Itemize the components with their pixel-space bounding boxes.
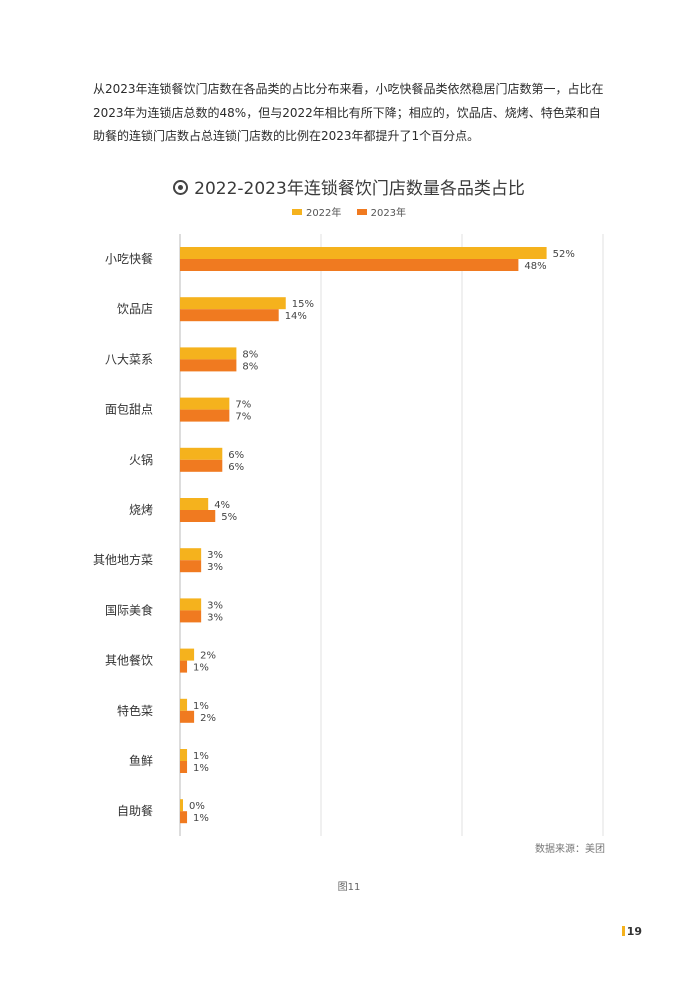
- data-label: 14%: [285, 311, 307, 322]
- bar-2023: [180, 761, 188, 773]
- data-label: 7%: [235, 412, 251, 423]
- chart-legend: 2022年 2023年: [0, 204, 698, 219]
- intro-paragraph: 从2023年连锁餐饮门店数在各品类的占比分布来看，小吃快餐品类依然稳居门店数第一…: [93, 82, 604, 143]
- bar-2022: [180, 799, 183, 812]
- data-label: 8%: [242, 361, 258, 372]
- data-label: 2%: [200, 713, 216, 724]
- bar-2022: [180, 648, 195, 661]
- data-label: 3%: [207, 550, 223, 561]
- bar-2023: [180, 359, 237, 372]
- legend-item-2022: 2022年: [291, 204, 342, 219]
- bar-2023: [180, 409, 230, 422]
- bar-2023: [180, 811, 188, 824]
- bar-2022: [180, 247, 547, 259]
- category-label: 火锅: [129, 452, 153, 467]
- data-label: 8%: [242, 349, 258, 360]
- legend-swatch-2023: [356, 209, 367, 215]
- page-number: 19: [626, 925, 642, 938]
- data-label: 0%: [189, 801, 205, 812]
- bar-2022: [180, 749, 188, 761]
- bar-2022: [180, 347, 237, 360]
- data-label: 52%: [553, 249, 575, 260]
- data-label: 1%: [193, 813, 209, 824]
- category-label: 烧烤: [129, 502, 153, 517]
- category-label: 饮品店: [117, 302, 153, 316]
- bar-2022: [180, 397, 230, 410]
- chart-title-text: 2022-2023年连锁餐饮门店数量各品类占比: [194, 179, 525, 199]
- data-label: 5%: [221, 512, 237, 523]
- legend-swatch-2022: [291, 209, 302, 215]
- data-label: 1%: [193, 763, 209, 774]
- legend-label-2023: 2023年: [370, 208, 407, 219]
- bar-2022: [180, 698, 188, 711]
- target-icon: [173, 180, 189, 195]
- data-source: 数据来源：美团: [535, 844, 605, 855]
- category-label: 鱼鲜: [129, 754, 153, 768]
- page-number-block: 19: [621, 925, 642, 938]
- bar-2023: [180, 259, 519, 271]
- data-label: 3%: [207, 562, 223, 573]
- category-label: 其他餐饮: [105, 653, 153, 668]
- category-label: 特色菜: [117, 703, 153, 718]
- category-label: 国际美食: [105, 602, 153, 617]
- data-label: 1%: [193, 663, 209, 674]
- bar-2023: [180, 560, 202, 573]
- data-label: 2%: [200, 651, 216, 662]
- data-label: 6%: [228, 462, 244, 473]
- bar-2023: [180, 510, 216, 522]
- legend-label-2022: 2022年: [305, 208, 342, 219]
- category-label: 小吃快餐: [105, 251, 153, 266]
- data-label: 1%: [193, 701, 209, 712]
- data-label: 15%: [292, 299, 314, 310]
- data-label: 1%: [193, 751, 209, 762]
- data-label: 3%: [207, 612, 223, 623]
- data-label: 48%: [524, 261, 546, 272]
- bar-2022: [180, 548, 202, 561]
- bar-2022: [180, 498, 209, 510]
- bar-2023: [180, 610, 202, 623]
- legend-item-2023: 2023年: [356, 204, 407, 219]
- bar-2023: [180, 309, 279, 322]
- bar-2022: [180, 598, 202, 611]
- data-label: 7%: [235, 400, 251, 411]
- category-label: 其他地方菜: [93, 552, 153, 567]
- bar-2023: [180, 660, 188, 673]
- data-label: 6%: [228, 450, 244, 461]
- data-label: 3%: [207, 600, 223, 611]
- category-label: 八大菜系: [105, 352, 153, 366]
- bar-2022: [180, 297, 286, 310]
- figure-caption: 图11: [337, 882, 361, 893]
- bar-2023: [180, 459, 223, 472]
- data-label: 4%: [214, 500, 230, 511]
- bar-2023: [180, 710, 195, 723]
- category-label: 面包甜点: [105, 403, 153, 417]
- page-mark-icon: [621, 926, 625, 936]
- category-label: 自助餐: [117, 803, 153, 818]
- chart-title: 2022-2023年连锁餐饮门店数量各品类占比: [0, 174, 698, 199]
- bar-2022: [180, 447, 223, 460]
